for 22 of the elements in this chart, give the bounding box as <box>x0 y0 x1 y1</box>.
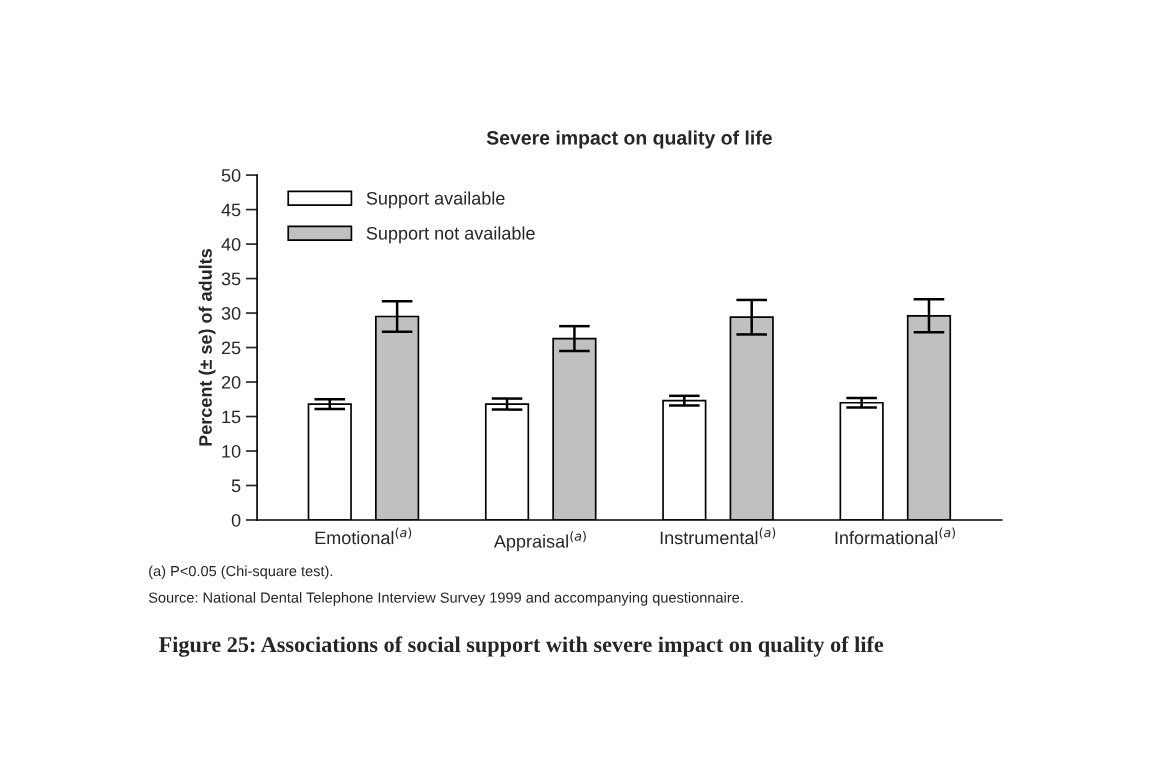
x-tick-label: Informational$^{(a)}$ <box>835 527 955 545</box>
y-tick-label: 35 <box>221 272 241 286</box>
y-tick-label: 45 <box>221 203 241 217</box>
source-note: Source: National Dental Telephone Interview Survey 1999 and accompanying questionnaire. <box>148 592 743 606</box>
y-tick-label: 5 <box>231 479 241 493</box>
y-tick-label: 15 <box>222 410 241 424</box>
y-tick-label: 30 <box>221 306 241 320</box>
y-tick-label: 50 <box>221 169 241 182</box>
x-tick-label: Appraisal$^{(a)}$ <box>493 531 586 552</box>
legend-label: Support available <box>366 191 505 209</box>
y-tick-label: 0 <box>231 513 241 527</box>
y-axis-title: Percent (± se) of adults <box>198 249 216 446</box>
x-tick-label: Emotional$^{(a)}$ <box>315 527 412 545</box>
y-tick-label: 10 <box>222 444 241 458</box>
text: (a) P<0.05 (Chi-square test). <box>149 565 333 580</box>
caption: Figure 25: Associations of social support with severe impact on quality of life <box>159 636 884 657</box>
y-tick-label: 20 <box>221 375 241 389</box>
y-tick-label: 25 <box>221 341 241 355</box>
x-tick-label: Instrumental$^{(a)}$ <box>660 527 776 545</box>
chart-title: Severe impact on quality of life <box>486 130 772 149</box>
legend-label: Support not available <box>366 226 535 244</box>
y-tick-label: 40 <box>221 238 241 251</box>
